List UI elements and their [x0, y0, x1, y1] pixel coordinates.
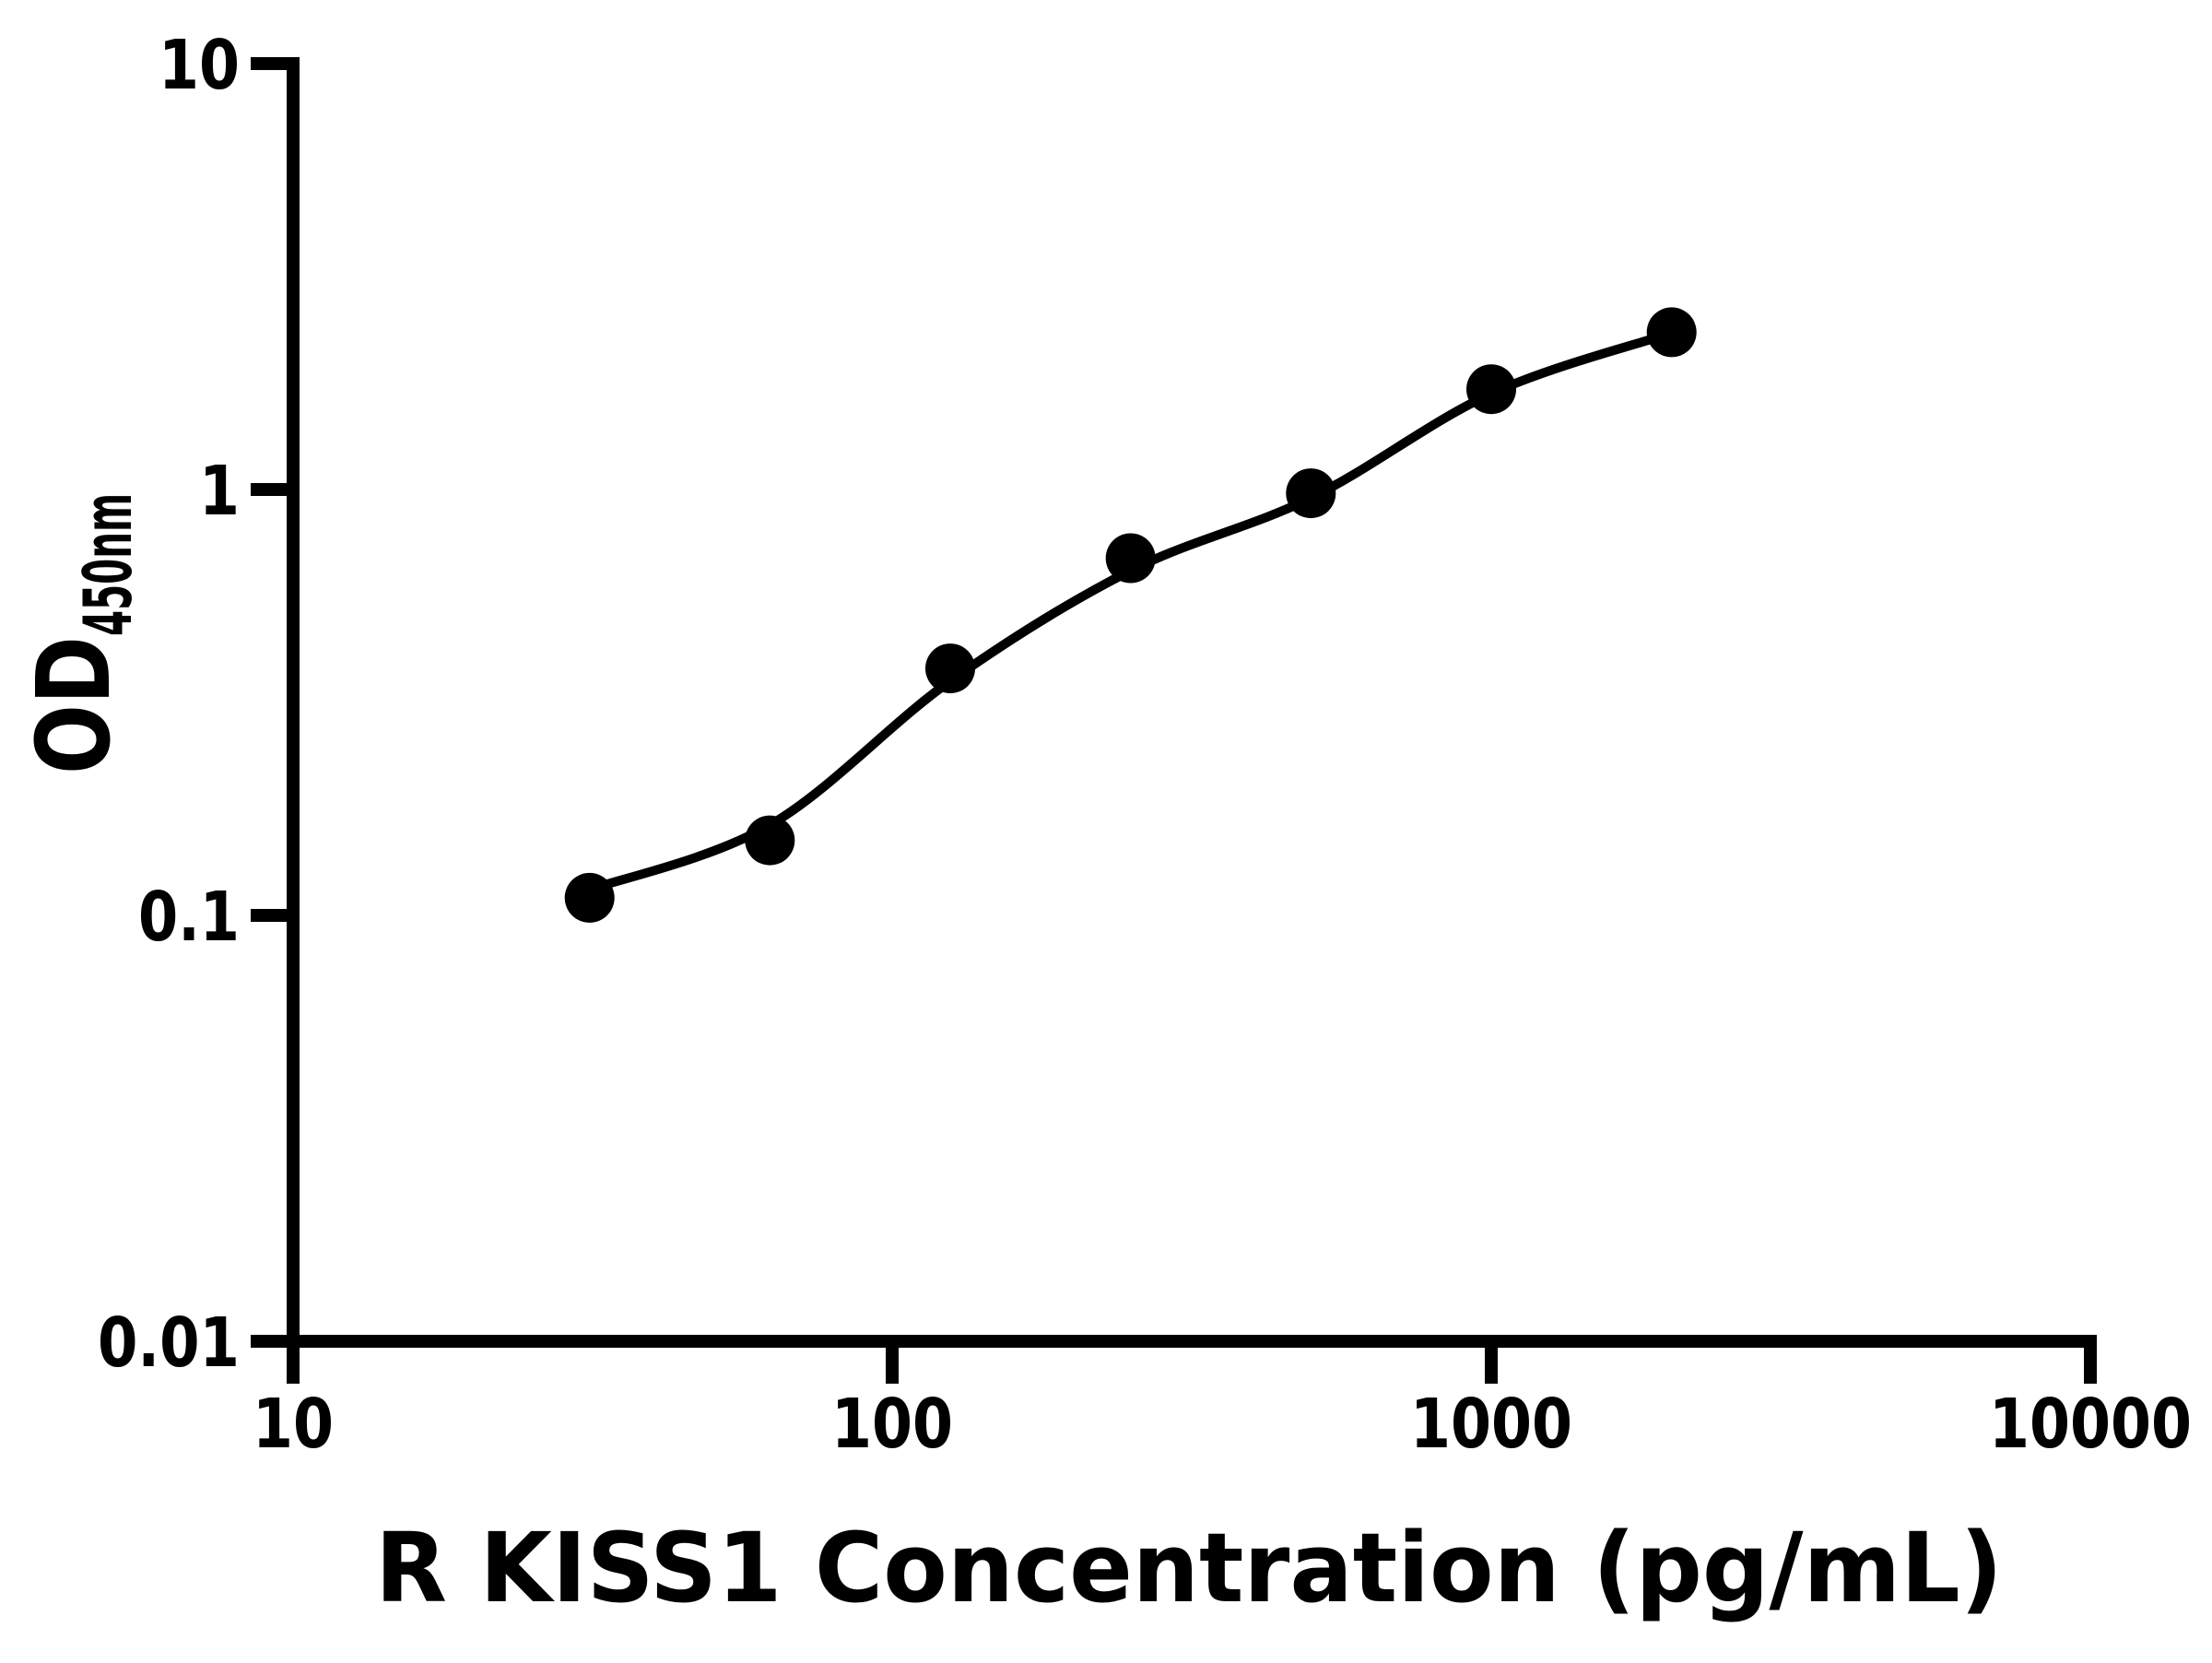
- data-point: [1646, 307, 1697, 358]
- data-points: [564, 307, 1697, 923]
- x-tick-label-100: 100: [831, 1385, 953, 1464]
- y-axis-ticks: [251, 57, 293, 922]
- standard-curve-fit-line: [588, 328, 1674, 894]
- y-tick-label-0.1: 0.1: [138, 878, 240, 957]
- y-axis-title-subscript: 450nm: [69, 493, 147, 636]
- x-axis-tick-labels: 10 100 1000 10000: [253, 1385, 2192, 1464]
- data-point: [925, 643, 975, 694]
- data-point: [1466, 364, 1516, 415]
- y-axis-tick-labels: 10 1 0.1 0.01: [98, 26, 240, 1383]
- axes: [251, 57, 2097, 1384]
- y-tick-label-0.01: 0.01: [98, 1303, 240, 1383]
- data-point: [1286, 468, 1336, 519]
- data-point: [1105, 533, 1156, 584]
- x-tick-label-10: 10: [253, 1385, 334, 1464]
- x-tick-label-1000: 1000: [1410, 1385, 1572, 1464]
- data-point: [564, 872, 615, 923]
- x-axis-title: R KISS1 Concentration (pg/mL): [375, 1512, 2003, 1624]
- series-standard-curve: [564, 307, 1697, 923]
- y-axis-title: OD 450nm: [15, 493, 147, 774]
- x-tick-label-10000: 10000: [1989, 1385, 2192, 1464]
- data-point: [745, 815, 795, 866]
- x-axis-ticks: [886, 1341, 2097, 1384]
- y-tick-label-1: 1: [199, 452, 240, 531]
- y-axis-title-main: OD: [15, 636, 133, 774]
- y-tick-label-10: 10: [159, 26, 240, 105]
